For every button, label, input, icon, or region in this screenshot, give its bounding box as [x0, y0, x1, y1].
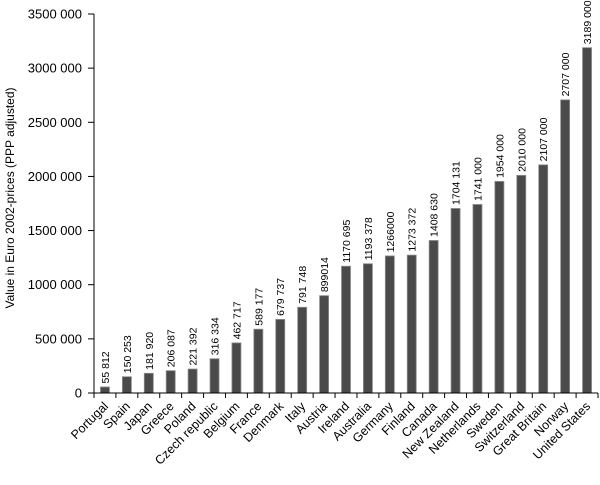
- x-axis: [93, 392, 599, 398]
- value-label-denmark: 679 737: [275, 278, 287, 316]
- bar-netherlands: [472, 204, 483, 394]
- value-label-poland: 221 392: [188, 327, 200, 365]
- value-label-italy: 791 748: [297, 266, 309, 304]
- value-label-austria: 899014: [319, 257, 331, 292]
- value-label-spain: 150 253: [122, 335, 134, 373]
- bar-portugal: [100, 386, 110, 394]
- bar-ireland: [341, 265, 351, 394]
- value-label-germany: 1266000: [385, 211, 397, 252]
- value-label-belgium: 462 717: [231, 301, 243, 339]
- value-label-portugal: 55 812: [100, 351, 112, 383]
- y-tick-label: 3000 000: [28, 61, 82, 76]
- y-tick-label: 0: [75, 386, 82, 401]
- value-label-switzerland: 2010 000: [516, 128, 528, 172]
- bar-new-zealand: [450, 208, 461, 394]
- bar-denmark: [275, 318, 286, 394]
- bar-italy: [297, 306, 308, 394]
- value-label-finland: 1273 372: [407, 208, 419, 252]
- bar-belgium: [231, 342, 242, 394]
- value-label-sweden: 1954 000: [494, 134, 506, 178]
- bar-japan: [143, 372, 154, 394]
- bars: [100, 47, 592, 394]
- bar-poland: [187, 368, 198, 394]
- bar-germany: [384, 255, 395, 394]
- bar-sweden: [494, 181, 505, 394]
- y-tick-label: 1500 000: [28, 223, 82, 238]
- bar-finland: [406, 254, 417, 394]
- value-label-new-zealand: 1704 131: [451, 161, 463, 205]
- bar-switzerland: [516, 174, 527, 394]
- value-label-norway: 2707 000: [560, 52, 572, 96]
- value-label-france: 589 177: [253, 288, 265, 326]
- value-label-canada: 1408 630: [429, 193, 441, 237]
- bar-czech-republic: [209, 358, 220, 394]
- y-tick-label: 2500 000: [28, 115, 82, 130]
- bar-canada: [428, 240, 439, 394]
- bar-great-britain: [538, 164, 549, 394]
- y-tick-label: 3500 000: [28, 7, 82, 22]
- bar-australia: [363, 263, 373, 394]
- value-label-czech-republic: 316 334: [210, 317, 222, 355]
- y-axis: 0 500 000 1000 000 1500 000 2000 000 2500 000…: [28, 7, 95, 401]
- bar-united-states: [582, 47, 592, 394]
- y-tick-label: 500 000: [35, 331, 82, 346]
- value-label-japan: 181 920: [144, 332, 156, 370]
- y-tick-label: 2000 000: [28, 169, 82, 184]
- bar-france: [253, 328, 264, 394]
- value-labels: 55 812 150 253 181 920 206 087 221 392 316 33…: [100, 0, 594, 383]
- value-label-ireland: 1170 695: [341, 220, 353, 263]
- value-label-united-states: 3189 000: [582, 0, 594, 44]
- value-label-australia: 1193 378: [363, 217, 375, 260]
- bar-austria: [319, 295, 329, 394]
- bar-norway: [560, 99, 571, 394]
- y-axis-title: Value in Euro 2002-prices (PPP adjusted): [3, 87, 17, 308]
- y-tick-label: 1000 000: [28, 277, 82, 292]
- bar-spain: [121, 376, 132, 394]
- value-label-great-britain: 2107 000: [538, 117, 550, 161]
- value-label-greece: 206 087: [166, 329, 178, 367]
- value-label-netherlands: 1741 000: [472, 157, 484, 201]
- bar-greece: [165, 370, 176, 394]
